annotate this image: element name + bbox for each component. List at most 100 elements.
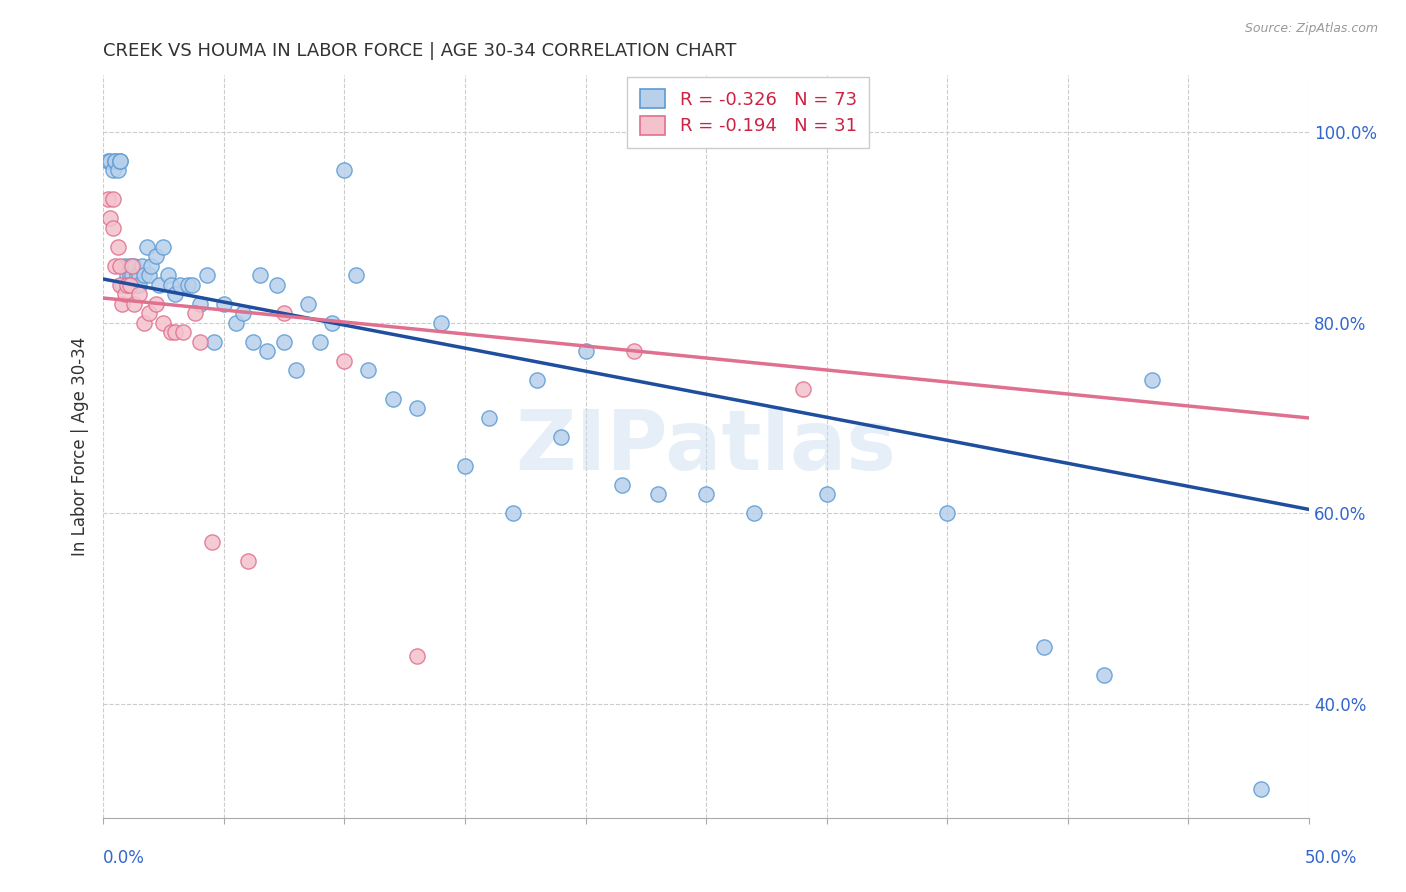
Point xyxy=(249,268,271,282)
Point xyxy=(188,334,211,349)
Point xyxy=(145,297,167,311)
Point xyxy=(195,268,218,282)
Point xyxy=(118,259,141,273)
Point xyxy=(157,268,180,282)
Point xyxy=(101,163,124,178)
Point xyxy=(108,259,131,273)
Point xyxy=(165,326,187,340)
Point xyxy=(134,268,156,282)
Point xyxy=(1142,373,1164,387)
Text: CREEK VS HOUMA IN LABOR FORCE | AGE 30-34 CORRELATION CHART: CREEK VS HOUMA IN LABOR FORCE | AGE 30-3… xyxy=(103,42,737,60)
Point xyxy=(117,277,139,292)
Point xyxy=(159,277,181,292)
Point xyxy=(117,268,139,282)
Point xyxy=(104,259,127,273)
Point xyxy=(145,249,167,263)
Point xyxy=(124,259,146,273)
Point xyxy=(101,220,124,235)
Point xyxy=(125,277,148,292)
Point xyxy=(1250,782,1272,797)
Point xyxy=(695,487,717,501)
Point xyxy=(131,259,153,273)
Point xyxy=(550,430,572,444)
Point xyxy=(104,153,127,168)
Point xyxy=(381,392,404,406)
Point xyxy=(792,383,814,397)
Point xyxy=(201,534,224,549)
Point xyxy=(118,268,141,282)
Point xyxy=(309,334,332,349)
Point xyxy=(121,268,143,282)
Point xyxy=(225,316,247,330)
Point xyxy=(256,344,278,359)
Point xyxy=(333,163,356,178)
Point xyxy=(128,287,150,301)
Point xyxy=(135,239,157,253)
Text: Source: ZipAtlas.com: Source: ZipAtlas.com xyxy=(1244,22,1378,36)
Point xyxy=(478,411,501,425)
Point xyxy=(502,506,524,520)
Point xyxy=(273,306,295,320)
Point xyxy=(114,259,136,273)
Point xyxy=(297,297,319,311)
Point xyxy=(273,334,295,349)
Point xyxy=(138,268,160,282)
Point xyxy=(108,277,131,292)
Point xyxy=(101,192,124,206)
Point xyxy=(152,316,174,330)
Point xyxy=(357,363,380,377)
Point xyxy=(623,344,645,359)
Text: 50.0%: 50.0% xyxy=(1305,849,1357,867)
Point xyxy=(744,506,766,520)
Point xyxy=(1092,668,1115,682)
Point xyxy=(128,277,150,292)
Point xyxy=(405,401,427,416)
Point xyxy=(107,239,129,253)
Point xyxy=(159,326,181,340)
Point xyxy=(98,153,121,168)
Point xyxy=(117,277,139,292)
Point xyxy=(610,477,633,491)
Point xyxy=(236,554,259,568)
Text: 0.0%: 0.0% xyxy=(103,849,145,867)
Point xyxy=(574,344,596,359)
Point xyxy=(344,268,367,282)
Point xyxy=(121,259,143,273)
Point xyxy=(121,277,143,292)
Point xyxy=(128,268,150,282)
Point xyxy=(454,458,477,473)
Point xyxy=(111,277,134,292)
Point xyxy=(165,287,187,301)
Point xyxy=(111,297,134,311)
Point xyxy=(202,334,225,349)
Point xyxy=(108,153,131,168)
Point xyxy=(107,163,129,178)
Point xyxy=(104,153,127,168)
Point xyxy=(97,192,120,206)
Point xyxy=(266,277,288,292)
Point xyxy=(181,277,204,292)
Text: ZIPatlas: ZIPatlas xyxy=(516,406,897,487)
Point xyxy=(285,363,308,377)
Y-axis label: In Labor Force | Age 30-34: In Labor Force | Age 30-34 xyxy=(72,337,89,557)
Point xyxy=(125,268,148,282)
Point xyxy=(405,648,427,663)
Point xyxy=(97,153,120,168)
Point xyxy=(124,277,146,292)
Point xyxy=(108,153,131,168)
Point xyxy=(430,316,453,330)
Point xyxy=(114,287,136,301)
Point xyxy=(1032,640,1054,654)
Point xyxy=(138,306,160,320)
Point xyxy=(232,306,254,320)
Legend: R = -0.326   N = 73, R = -0.194   N = 31: R = -0.326 N = 73, R = -0.194 N = 31 xyxy=(627,77,869,148)
Point xyxy=(184,306,207,320)
Point xyxy=(124,297,146,311)
Point xyxy=(647,487,669,501)
Point xyxy=(98,211,121,225)
Point xyxy=(141,259,163,273)
Point xyxy=(936,506,959,520)
Point xyxy=(333,354,356,368)
Point xyxy=(321,316,343,330)
Point xyxy=(242,334,264,349)
